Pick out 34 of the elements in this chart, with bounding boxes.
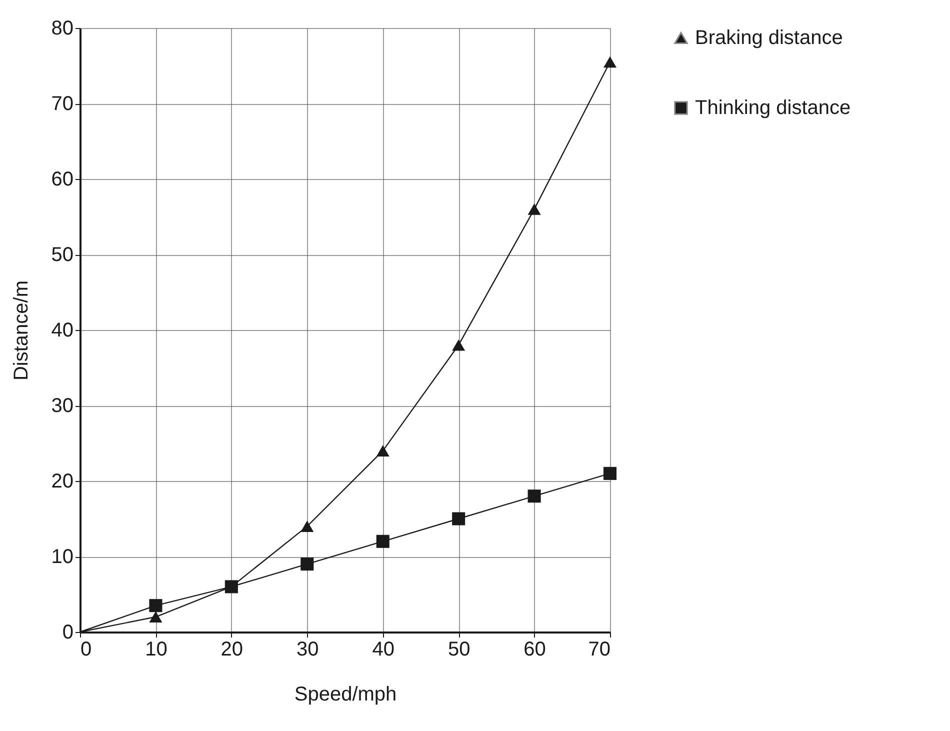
x-tick-label: 20 — [220, 638, 244, 660]
y-tick-label: 60 — [51, 168, 74, 190]
point — [300, 520, 314, 532]
point — [376, 445, 390, 456]
point — [528, 204, 541, 215]
y-tick-label: 30 — [51, 395, 74, 417]
x-tick-label: 60 — [524, 638, 546, 660]
x-tick-label: 10 — [145, 638, 168, 660]
point — [452, 339, 466, 351]
point — [300, 558, 314, 571]
legend-label: Thinking distance — [695, 97, 851, 119]
point — [603, 466, 617, 480]
x-tick-label: 0 — [80, 638, 92, 660]
y-axis-title: Distance/m — [10, 280, 32, 381]
y-tick-label: 80 — [51, 18, 74, 40]
point — [376, 534, 390, 548]
legend-label: Braking distance — [695, 27, 843, 49]
point — [224, 580, 238, 594]
x-tick-label: 40 — [372, 638, 394, 660]
point — [603, 56, 617, 68]
y-tick-label: 50 — [51, 244, 74, 266]
y-tick-label: 40 — [51, 320, 74, 342]
x-axis-title: Speed/mph — [294, 684, 397, 706]
x-tick-label: 50 — [448, 638, 470, 660]
y-tick-label: 70 — [51, 93, 74, 115]
y-tick-label: 20 — [51, 470, 74, 492]
point — [149, 611, 162, 623]
point — [528, 490, 541, 503]
y-tick-label: 10 — [51, 546, 74, 568]
point — [149, 599, 162, 612]
x-tick-label: 30 — [296, 638, 319, 660]
point — [452, 512, 466, 526]
y-tick-label: 0 — [62, 622, 74, 644]
x-tick-label: 70 — [588, 638, 610, 660]
